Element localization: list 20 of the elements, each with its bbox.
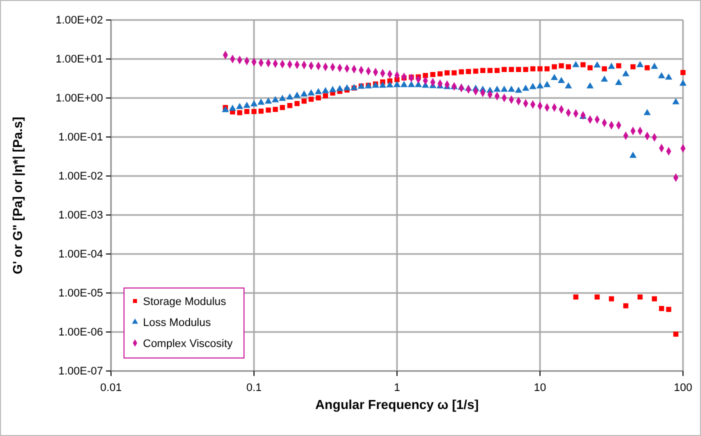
legend-label: Complex Viscosity	[143, 338, 234, 350]
y-tick-label: 1.00E-06	[58, 326, 103, 339]
x-tick-label: 100	[674, 382, 692, 394]
y-tick-label: 1.00E+01	[56, 54, 103, 66]
y-tick-label: 1.00E-03	[58, 210, 103, 222]
x-tick-label: 0.01	[100, 382, 122, 394]
y-tick-label: 1.00E-05	[58, 288, 103, 300]
legend-label: Loss Modulus	[143, 317, 212, 329]
legend-label: Storage Modulus	[143, 296, 227, 308]
x-tick-label: 0.1	[246, 382, 262, 394]
y-tick-label: 1.00E+02	[56, 14, 103, 27]
y-tick-label: 1.00E+00	[56, 92, 103, 105]
y-tick-label: 1.00E-02	[58, 170, 103, 183]
x-tick-label: 1	[394, 382, 400, 394]
x-axis-title: Angular Frequency ω [1/s]	[315, 397, 479, 412]
y-axis-title: G' or G" [Pa] or |η*| [Pa.s]	[10, 116, 25, 274]
x-tick-label: 10	[534, 382, 546, 394]
y-tick-label: 1.00E-04	[58, 248, 103, 261]
y-tick-label: 1.00E-01	[58, 132, 103, 144]
y-tick-label: 1.00E-07	[58, 366, 103, 378]
